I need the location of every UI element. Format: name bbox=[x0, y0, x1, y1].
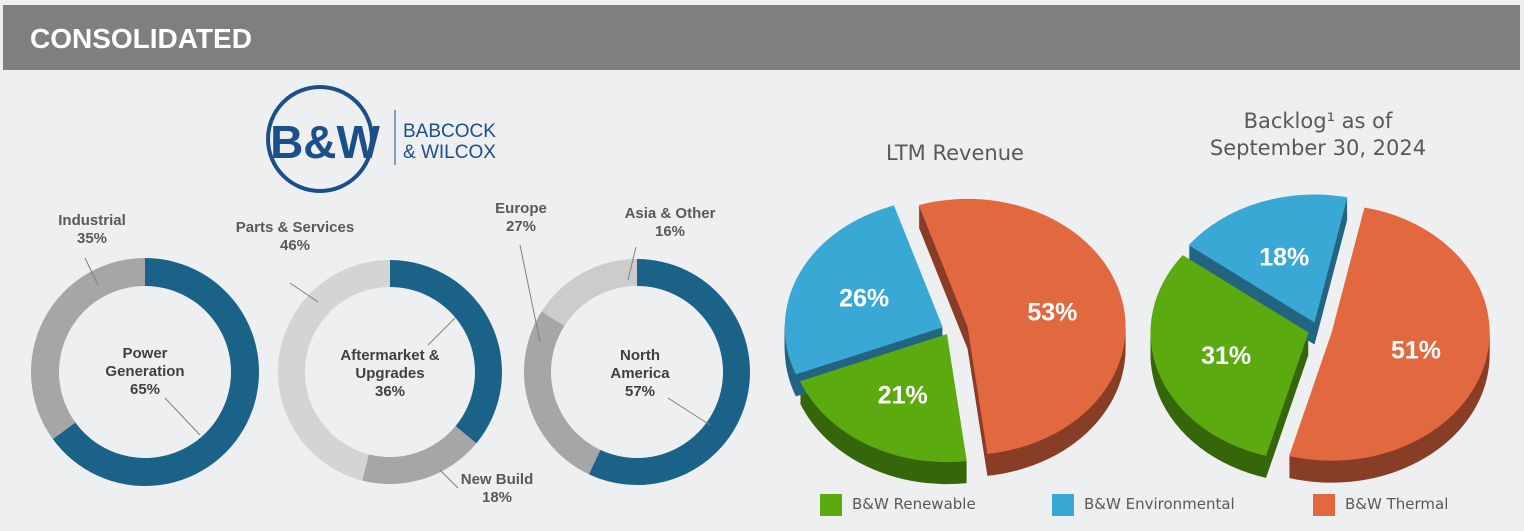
label-text: 18% bbox=[481, 489, 513, 506]
chart-title: Backlog¹ as of September 30, 2024 bbox=[1209, 109, 1427, 160]
chart-title: LTM Revenue bbox=[886, 141, 1024, 165]
segment-label: Parts & Services 46% bbox=[220, 219, 370, 255]
slice-label: 53% bbox=[1027, 299, 1077, 327]
label-text: Parts & Services bbox=[235, 219, 355, 236]
label-text: 57% bbox=[624, 383, 656, 400]
slice-label: 51% bbox=[1391, 336, 1441, 364]
label-text: 65% bbox=[129, 381, 161, 398]
label-text: New Build bbox=[460, 471, 534, 488]
donut-segment bbox=[588, 259, 751, 485]
legend-label: B&W Renewable bbox=[852, 495, 976, 513]
leader-line bbox=[84, 257, 99, 286]
leader-line bbox=[627, 246, 637, 281]
segment-label: North America 57% bbox=[595, 347, 685, 401]
legend-swatch bbox=[820, 494, 842, 516]
donut-segment bbox=[278, 260, 390, 481]
donut-segment bbox=[31, 258, 146, 440]
slice-label: 21% bbox=[878, 382, 928, 410]
legend-label: B&W Environmental bbox=[1084, 495, 1235, 513]
leader-line bbox=[164, 397, 201, 436]
segment-label: Europe 27% bbox=[481, 200, 561, 236]
legend-label: B&W Thermal bbox=[1345, 495, 1449, 513]
donut-segment bbox=[362, 426, 477, 485]
slice-label: 31% bbox=[1201, 342, 1251, 370]
pie-slice bbox=[1289, 207, 1490, 461]
label-text: Europe bbox=[495, 200, 547, 217]
leader-line bbox=[519, 244, 541, 343]
pie-slice bbox=[784, 205, 943, 375]
segment-label: New Build 18% bbox=[447, 471, 547, 507]
pie-slice bbox=[1188, 194, 1348, 323]
label-text: 16% bbox=[654, 223, 686, 240]
segment-label: Industrial 35% bbox=[37, 212, 147, 248]
pie-slice bbox=[918, 198, 1126, 454]
pie-slice bbox=[800, 334, 967, 463]
label-text: North America bbox=[610, 347, 670, 382]
leader-line bbox=[667, 397, 711, 426]
logo-text: & WILCOX bbox=[403, 142, 496, 163]
label-text: 35% bbox=[76, 230, 108, 247]
segment-label: Asia & Other 16% bbox=[610, 205, 730, 241]
label-text: 46% bbox=[279, 237, 311, 254]
donut-segment bbox=[541, 259, 637, 326]
leader-line bbox=[439, 469, 459, 489]
segment-label: Aftermarket & Upgrades 36% bbox=[325, 347, 455, 401]
label-text: Power Generation bbox=[105, 345, 185, 380]
label-text: Asia & Other bbox=[624, 205, 716, 222]
donut-segment bbox=[390, 260, 503, 444]
label-text: Aftermarket & Upgrades bbox=[340, 347, 440, 382]
leader-line bbox=[289, 282, 319, 303]
header: CONSOLIDATED bbox=[3, 5, 1520, 70]
slice-label: 18% bbox=[1259, 244, 1309, 272]
label-text: Industrial bbox=[58, 212, 126, 229]
leader-line bbox=[427, 317, 456, 346]
label-text: 36% bbox=[374, 383, 406, 400]
segment-label: Power Generation 65% bbox=[90, 345, 200, 399]
label-text: 27% bbox=[505, 218, 537, 235]
donut-segment bbox=[523, 311, 601, 475]
legend-swatch bbox=[1052, 494, 1074, 516]
logo-ring bbox=[266, 85, 374, 193]
logo-mark: B&W bbox=[270, 116, 380, 168]
legend-swatch bbox=[1313, 494, 1335, 516]
slice-label: 26% bbox=[839, 284, 889, 312]
pie-slice bbox=[1150, 255, 1309, 456]
logo-text: BABCOCK bbox=[403, 121, 496, 142]
